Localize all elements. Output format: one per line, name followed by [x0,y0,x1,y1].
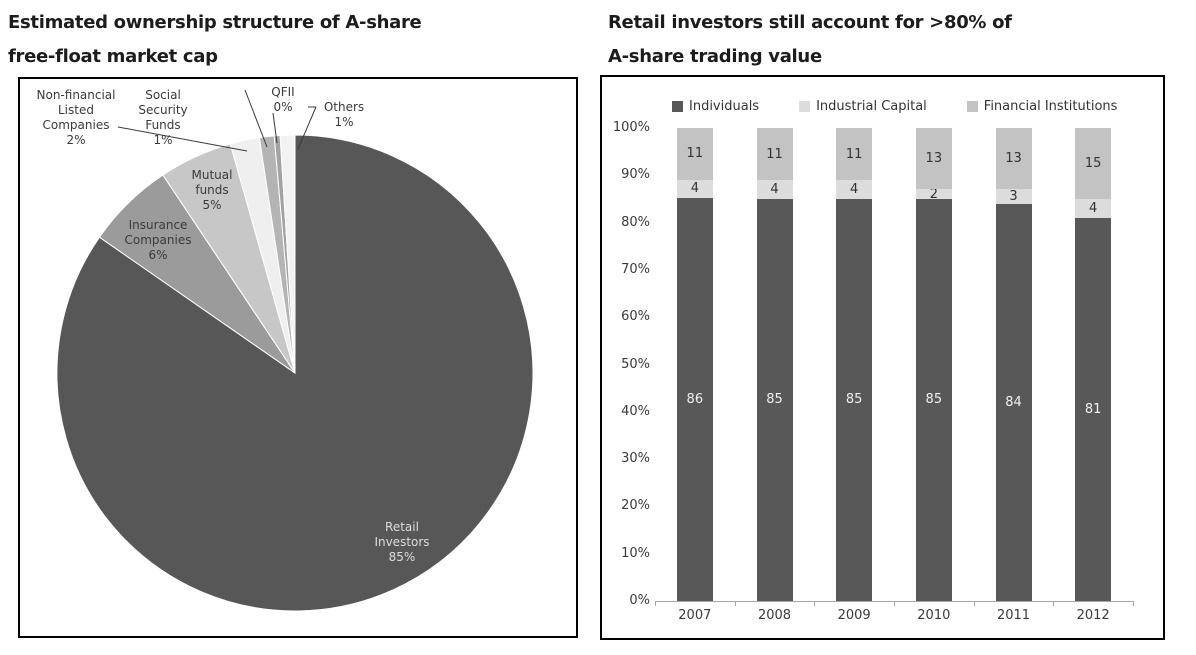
x-axis-label-2010: 2010 [917,608,951,623]
y-axis-label-90pct: 90% [621,167,650,183]
x-axis-label-2012: 2012 [1076,608,1110,623]
pie-chart-panel: Non-financial Listed Companies 2% Social… [18,77,578,638]
bar-segment-industrial-capital-2008: 4 [756,180,793,199]
y-axis-label-100pct: 100% [612,120,650,135]
legend-label-financial-institutions: Financial Institutions [983,99,1118,114]
pie-leader-line [117,126,248,152]
y-axis-label-60pct: 60% [621,309,650,325]
x-axis-tick [814,601,816,606]
bar-segment-individuals-2011: 84 [995,203,1032,601]
pie-chart [56,89,534,612]
legend-swatch-individuals [672,101,683,112]
y-axis-label-70pct: 70% [621,261,650,277]
legend: Individuals Industrial Capital Financial… [672,99,1117,114]
bar-segment-financial-institutions-2010: 13 [915,128,952,190]
bar-segment-financial-institutions-2009: 11 [836,128,873,181]
legend-swatch-financial-institutions [966,101,978,112]
legend-item-financial-institutions: Financial Institutions [966,99,1118,114]
x-axis-tick [655,601,656,606]
legend-label-individuals: Individuals [689,99,760,114]
bar-title-line-2: A-share trading value [608,46,822,67]
x-axis-tick [973,601,975,606]
pie-label-non-financial-listed-companies: Non-financial Listed Companies 2% [36,88,116,147]
x-axis-tick [1133,601,1134,606]
bar-segment-individuals-2010: 85 [915,198,952,601]
y-axis-label-20pct: 20% [621,498,650,514]
bar-segment-financial-institutions-2011: 13 [995,128,1032,190]
bar-segment-financial-institutions-2008: 11 [756,128,793,181]
y-axis-label-40pct: 40% [621,403,650,419]
legend-swatch-industrial-capital [799,101,811,112]
bar-segment-individuals-2009: 85 [836,198,873,601]
x-axis-tick [894,601,895,606]
bar-segment-individuals-2008: 85 [756,198,793,601]
pie-chart-title: Estimated ownership structure of A-share… [8,6,422,74]
pie-title-line-1: Estimated ownership structure of A-share [8,12,422,33]
bar-segment-industrial-capital-2010: 2 [915,187,952,202]
y-axis-label-10pct: 10% [621,545,650,561]
legend-item-individuals: Individuals [672,99,759,114]
pie-label-qfii: QFII 0% [271,85,295,114]
pie-label-retail-investors: Retail Investors 85% [374,520,430,564]
y-axis-label-80pct: 80% [621,214,650,230]
bar-segment-industrial-capital-2009: 4 [836,180,873,199]
x-axis-label-2009: 2009 [837,608,871,623]
legend-label-industrial-capital: Industrial Capital [816,99,927,114]
y-axis-label-0pct: 0% [629,593,650,608]
pie-label-mutual-funds: Mutual funds 5% [191,168,233,212]
pie-slice-others [279,134,296,374]
bar-chart-panel: Individuals Industrial Capital Financial… [600,75,1165,640]
bar-chart-title: Retail investors still account for >80% … [608,6,1012,74]
x-axis-tick [1053,601,1055,606]
y-axis-label-30pct: 30% [621,451,650,467]
bar-segment-industrial-capital-2012: 4 [1075,198,1112,218]
pie-slice-retail-investors [56,134,534,612]
x-axis-label-2011: 2011 [996,608,1031,623]
bar-segment-individuals-2007: 86 [676,198,713,601]
bar-segment-financial-institutions-2007: 11 [676,128,713,180]
legend-item-industrial-capital: Industrial Capital [799,99,927,114]
pie-leader-line [272,112,278,144]
x-axis-label-2007: 2007 [678,608,712,623]
pie-leader-line [244,89,268,148]
x-axis-tick [734,601,736,606]
pie-label-insurance-companies: Insurance Companies 6% [124,218,192,262]
y-axis-label-50pct: 50% [621,356,650,372]
pie-leader-line [297,106,317,150]
bar-segment-industrial-capital-2011: 3 [995,189,1032,204]
bar-title-line-1: Retail investors still account for >80% … [608,12,1012,33]
pie-title-line-2: free-float market cap [8,46,218,67]
bar-segment-financial-institutions-2012: 15 [1075,128,1112,199]
pie-label-others: Others 1% [323,100,365,129]
pie-label-social-security-funds: Social Security Funds 1% [138,88,188,147]
x-axis-label-2008: 2008 [757,608,792,623]
bar-segment-industrial-capital-2007: 4 [676,179,713,199]
bar-segment-individuals-2012: 81 [1075,217,1112,601]
